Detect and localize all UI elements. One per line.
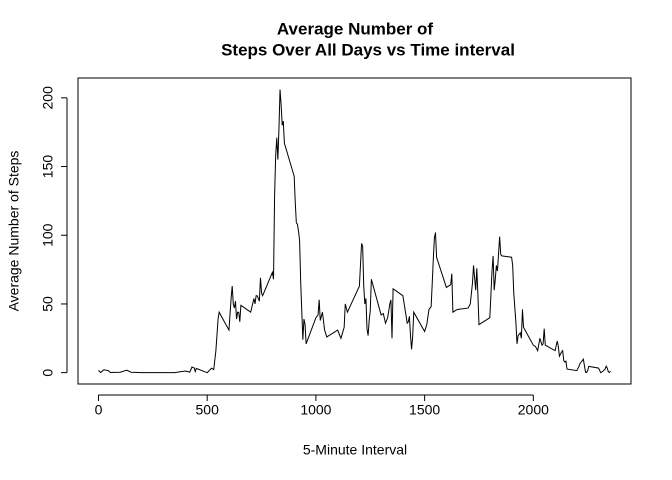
x-axis-label: 5-Minute Interval — [303, 442, 407, 458]
x-tick-label: 1500 — [409, 402, 440, 418]
chart-title: Steps Over All Days vs Time interval — [221, 40, 515, 59]
x-tick-label: 1000 — [300, 402, 331, 418]
chart-title: Average Number of — [277, 19, 434, 38]
y-tick-label: 0 — [40, 369, 56, 377]
x-tick-label: 0 — [95, 402, 103, 418]
y-tick-label: 100 — [40, 223, 56, 247]
plot-box — [77, 77, 632, 385]
y-axis-label: Average Number of Steps — [6, 151, 22, 312]
x-tick-label: 2000 — [518, 402, 549, 418]
line — [98, 89, 611, 374]
y-tick-label: 50 — [40, 296, 56, 312]
y-tick-label: 200 — [40, 86, 56, 110]
y-tick-label: 150 — [40, 155, 56, 179]
x-tick-label: 500 — [196, 402, 220, 418]
